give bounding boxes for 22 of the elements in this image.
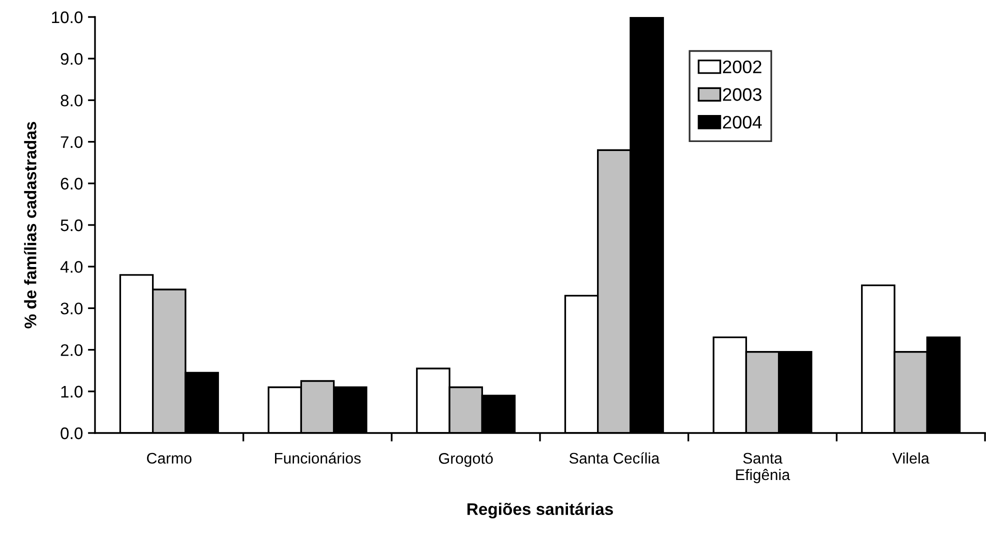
y-tick-label: 9.0: [60, 53, 83, 65]
x-tick-label: Santa Cecília: [569, 452, 660, 464]
y-tick-label: 0.0: [60, 427, 83, 440]
x-tick-label: Santa Efigênia: [736, 452, 790, 484]
x-tick-label: Carmo: [147, 452, 192, 464]
x-axis-title: Regiões sanitárias: [467, 502, 613, 518]
legend-label: 2003: [722, 88, 762, 101]
y-tick-label: 4.0: [60, 261, 83, 273]
y-tick-label: 3.0: [60, 302, 83, 314]
x-tick-label: Grogotó: [439, 452, 493, 467]
y-tick-label: 6.0: [60, 178, 83, 190]
y-tick-label: 2.0: [60, 344, 83, 356]
y-tick-label: 7.0: [60, 136, 83, 148]
y-tick-label: 8.0: [60, 94, 83, 106]
legend-label: 2004: [722, 116, 762, 129]
y-tick-label: 10.0: [52, 11, 83, 24]
y-tick-label: 5.0: [60, 219, 83, 232]
x-tick-label: Funcionários: [275, 452, 361, 464]
x-tick-label: Vilela: [892, 452, 930, 464]
legend-label: 2002: [722, 60, 762, 74]
y-axis-title: % de famílias cadastradas: [24, 122, 36, 328]
y-tick-label: 1.0: [61, 386, 83, 398]
